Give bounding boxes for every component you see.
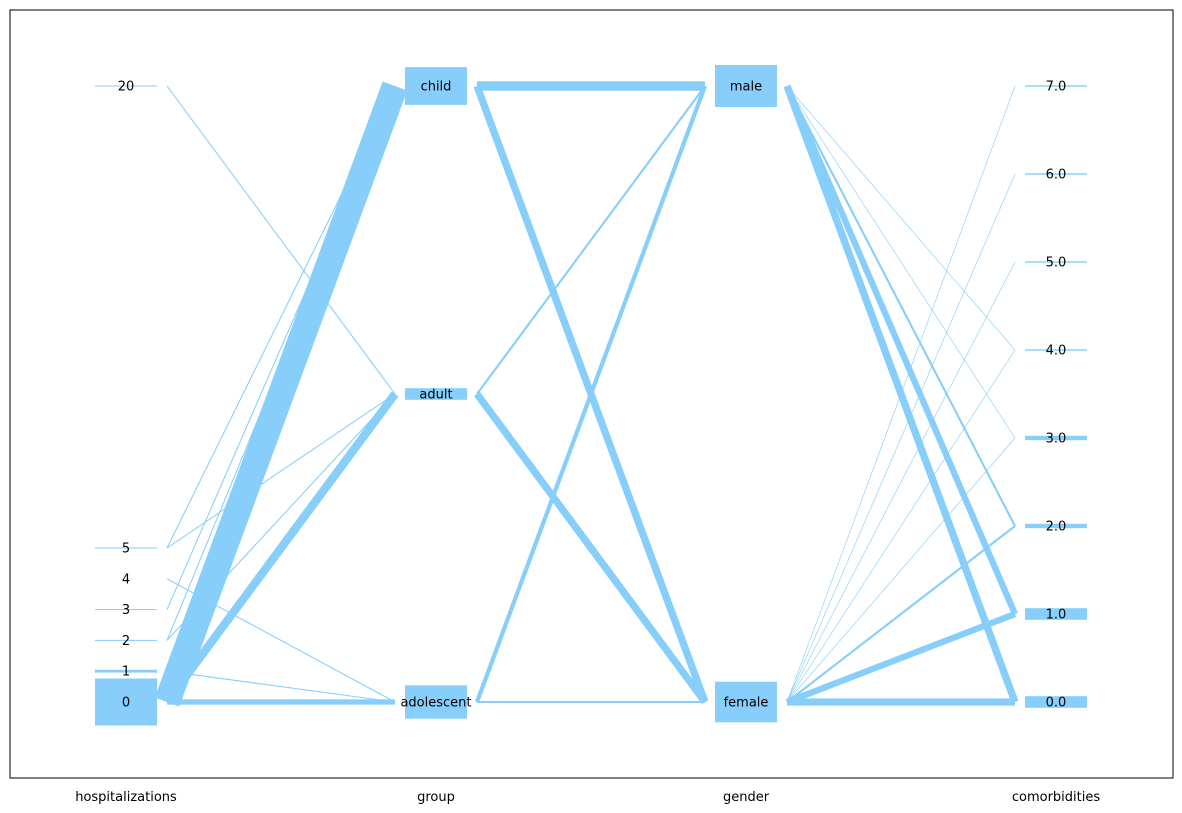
axis-label-comorbidities: comorbidities bbox=[1012, 790, 1100, 805]
node-label-hospitalizations-2: 2 bbox=[122, 634, 130, 649]
node-label-comorbidities-7-0: 7.0 bbox=[1046, 80, 1067, 95]
flow-link-gender-male-to-3-0 bbox=[786, 85, 1016, 439]
node-box-hospitalizations-0 bbox=[95, 678, 157, 726]
flow-link-gender-female-to-3-0 bbox=[786, 437, 1016, 703]
node-label-hospitalizations-20: 20 bbox=[118, 80, 135, 95]
node-box-hospitalizations-5 bbox=[95, 547, 157, 549]
node-label-comorbidities-0-0: 0.0 bbox=[1046, 696, 1067, 711]
node-box-hospitalizations-3 bbox=[95, 609, 157, 611]
node-label-hospitalizations-3: 3 bbox=[122, 603, 130, 618]
flow-links bbox=[154, 81, 1019, 707]
node-box-comorbidities-2-0 bbox=[1025, 523, 1087, 529]
node-box-group-child bbox=[405, 67, 467, 105]
node-label-comorbidities-2-0: 2.0 bbox=[1046, 520, 1067, 535]
node-label-hospitalizations-0: 0 bbox=[122, 696, 130, 711]
node-label-hospitalizations-5: 5 bbox=[122, 542, 130, 557]
axis-label-group: group bbox=[417, 790, 455, 805]
axis-labels: hospitalizations group gender comorbidities bbox=[75, 790, 1100, 805]
node-box-comorbidities-4-0 bbox=[1025, 349, 1087, 351]
node-box-comorbidities-3-0 bbox=[1025, 435, 1087, 441]
flow-link-hospitalizations-1-to-adolescent bbox=[166, 670, 396, 703]
node-box-comorbidities-5-0 bbox=[1025, 261, 1087, 263]
axis-label-hospitalizations: hospitalizations bbox=[75, 790, 177, 805]
flow-link-hospitalizations-20-to-adult bbox=[166, 85, 396, 395]
plot-frame bbox=[9, 9, 1174, 779]
node-label-group-adolescent: adolescent bbox=[400, 696, 471, 711]
flow-link-gender-male-to-2-0 bbox=[786, 85, 1016, 527]
node-label-hospitalizations-1: 1 bbox=[122, 665, 130, 680]
flow-link-gender-male-to-4-0 bbox=[786, 85, 1016, 351]
node-label-comorbidities-3-0: 3.0 bbox=[1046, 432, 1067, 447]
node-box-comorbidities-0-0 bbox=[1025, 696, 1087, 708]
flow-link-group-adult-to-female bbox=[474, 391, 708, 705]
flow-link-hospitalizations-0-to-child bbox=[154, 81, 408, 707]
flow-link-gender-female-to-5-0 bbox=[786, 261, 1016, 703]
node-label-comorbidities-4-0: 4.0 bbox=[1046, 344, 1067, 359]
node-box-comorbidities-6-0 bbox=[1025, 173, 1087, 175]
node-box-comorbidities-7-0 bbox=[1025, 85, 1087, 87]
node-box-comorbidities-1-0 bbox=[1025, 608, 1087, 620]
node-label-comorbidities-5-0: 5.0 bbox=[1046, 256, 1067, 271]
flow-link-gender-female-to-7-0 bbox=[786, 85, 1016, 703]
node-box-hospitalizations-2 bbox=[95, 639, 157, 641]
flow-link-gender-female-to-2-0 bbox=[786, 525, 1016, 703]
flow-link-hospitalizations-0-to-adult bbox=[163, 391, 399, 705]
node-label-group-adult: adult bbox=[419, 388, 452, 403]
axis-label-gender: gender bbox=[723, 790, 770, 805]
flow-link-gender-female-to-4-0 bbox=[786, 349, 1016, 703]
node-label-group-child: child bbox=[421, 80, 452, 95]
category-nodes: 20 5 4 3 2 1 0 child adult adolescent male female 7.… bbox=[95, 64, 1087, 726]
node-label-gender-male: male bbox=[730, 80, 762, 95]
node-box-hospitalizations-20 bbox=[95, 85, 157, 87]
node-box-hospitalizations-1 bbox=[95, 669, 157, 673]
node-label-hospitalizations-4: 4 bbox=[122, 572, 130, 587]
flow-link-gender-female-to-6-0 bbox=[786, 173, 1016, 703]
node-label-comorbidities-6-0: 6.0 bbox=[1046, 168, 1067, 183]
node-box-gender-female bbox=[715, 681, 777, 723]
node-box-group-adult bbox=[405, 388, 467, 400]
node-label-comorbidities-1-0: 1.0 bbox=[1046, 608, 1067, 623]
node-box-gender-male bbox=[715, 64, 777, 108]
flow-link-group-adolescent-to-male bbox=[475, 85, 707, 703]
flow-link-gender-female-to-1-0 bbox=[785, 611, 1017, 705]
flow-link-group-adult-to-male bbox=[476, 85, 706, 395]
node-label-gender-female: female bbox=[724, 696, 769, 711]
flow-link-gender-male-to-1-0 bbox=[784, 84, 1018, 616]
node-box-group-adolescent bbox=[405, 685, 467, 719]
